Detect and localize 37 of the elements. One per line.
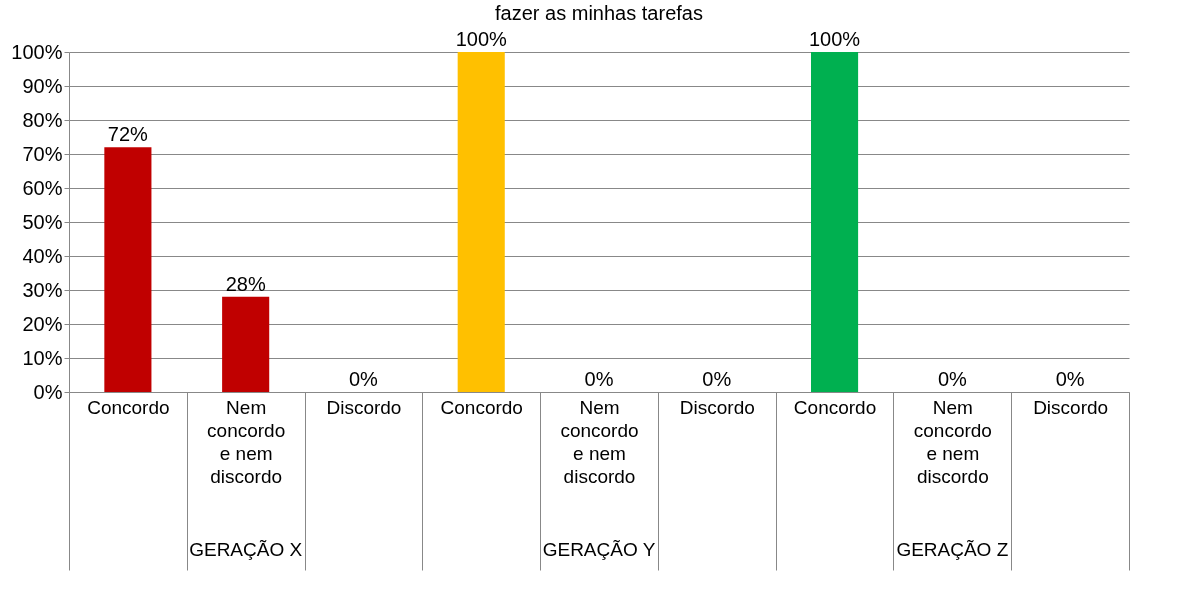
x-tick-label: Discordo [1033, 396, 1109, 418]
x-tick-label: Nem concordo e nem discordo [560, 396, 639, 487]
y-tick-label: 30% [22, 278, 63, 301]
y-tick-label: 20% [22, 312, 63, 335]
data-label: 0% [584, 368, 614, 390]
data-label: 0% [348, 368, 379, 390]
text: GERAÇÃO X [189, 539, 303, 560]
y-tick-label: 50% [22, 210, 63, 233]
y-tick-label: 10% [22, 346, 63, 369]
y-tick-label: 70% [22, 142, 63, 165]
y-tick-label: 90% [22, 74, 63, 97]
bar [104, 147, 152, 392]
data-label: 28% [225, 272, 266, 295]
y-tick-label: 60% [22, 176, 63, 199]
y-tick-label: 40% [22, 244, 63, 267]
x-tick-label: Concordo [440, 396, 523, 418]
bar [457, 52, 505, 392]
chart-title: fazer as minhas tarefas [495, 2, 703, 24]
data-label: 100% [808, 28, 861, 50]
x-tick-label: Nem concordo e nem discordo [207, 396, 286, 487]
y-tick-label: 80% [22, 108, 63, 131]
bar [811, 52, 859, 392]
bar [222, 296, 270, 392]
data-label: 0% [1055, 368, 1085, 390]
x-tick-label: Concordo [87, 396, 170, 418]
x-tick-label: Nem concordo e nem discordo [913, 396, 992, 487]
x-tick-label: Concordo [793, 396, 877, 418]
y-tick-label: 100% [11, 40, 63, 63]
data-label: 0% [937, 368, 967, 390]
data-label: 0% [702, 368, 732, 390]
data-label: 100% [455, 28, 508, 50]
data-label: 72% [107, 123, 149, 146]
x-tick-label: Discordo [326, 396, 402, 418]
text: GERAÇÃO Y [542, 539, 656, 560]
y-tick-label: 0% [33, 380, 63, 403]
text: GERAÇÃO Z [896, 539, 1009, 560]
x-tick-label: Discordo [679, 396, 755, 418]
